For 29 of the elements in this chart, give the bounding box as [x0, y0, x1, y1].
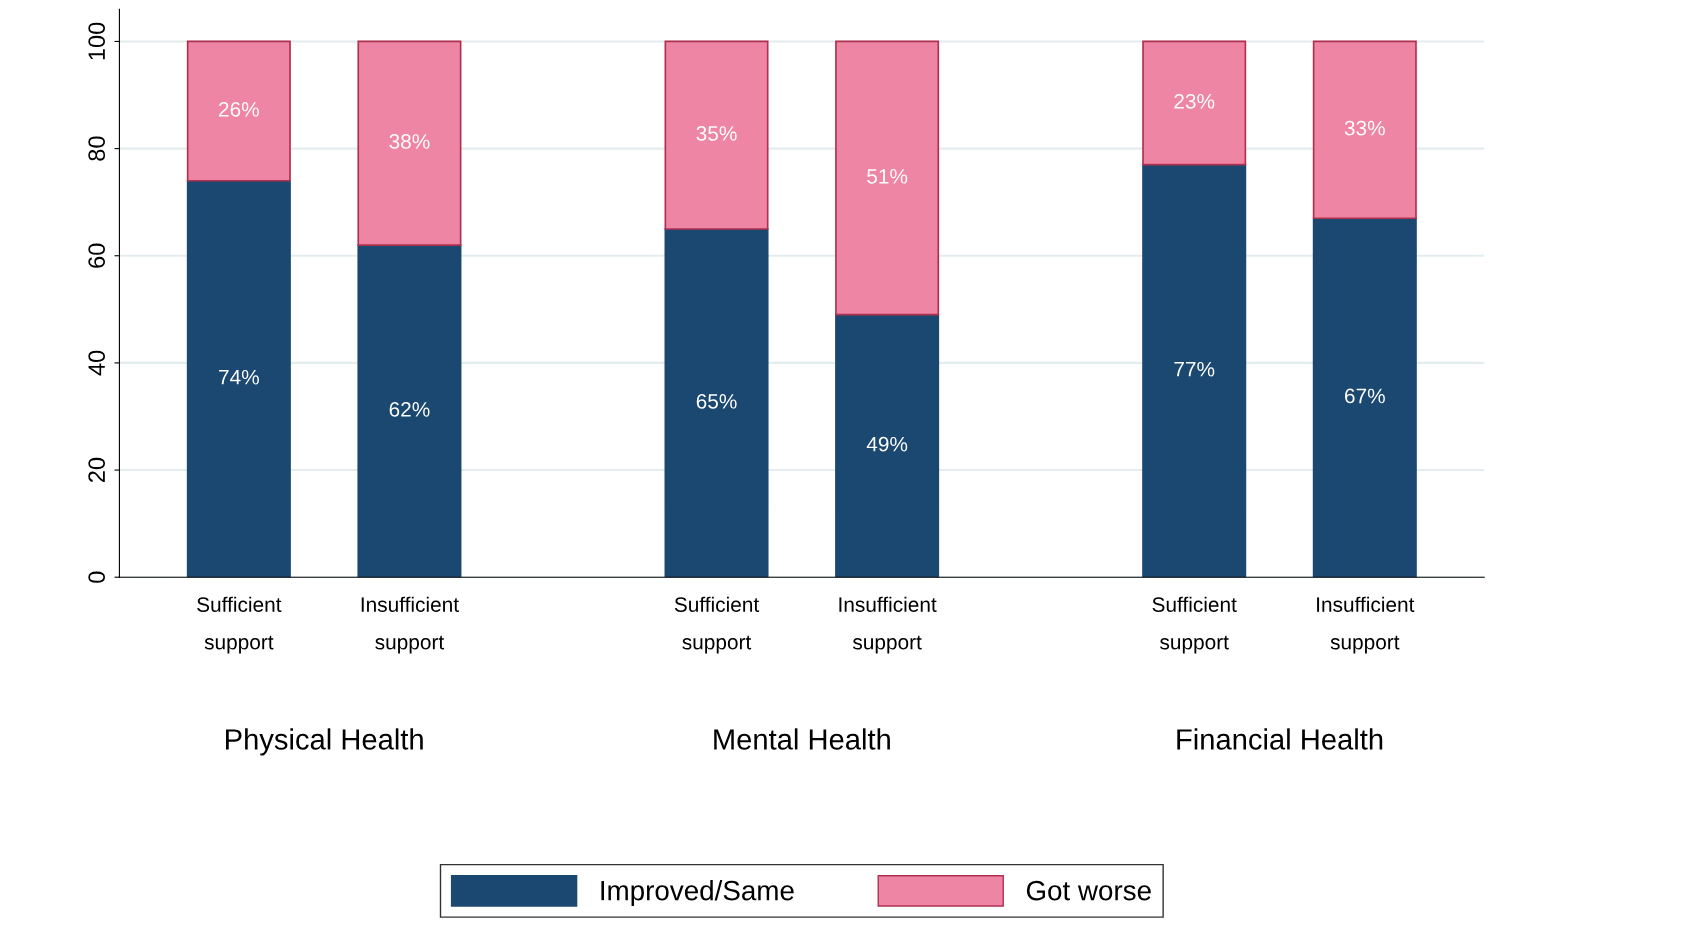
x-tick-label: Insufficient support [1317, 596, 1415, 654]
y-tick-label: 80 [88, 136, 106, 161]
x-tick-label: Insufficient support [361, 596, 459, 654]
text: Mental Health [714, 728, 890, 750]
y-tick-label: 60 [88, 243, 106, 268]
data-label: 51% [867, 169, 908, 184]
legend-label: Got worse [1026, 880, 1151, 901]
y-tick-label: 100 [88, 22, 106, 60]
data-label: 33% [1344, 120, 1385, 136]
data-label: 65% [696, 393, 737, 409]
data-label: 38% [389, 134, 430, 149]
x-tick-label: Sufficient support [197, 596, 282, 654]
data-label: 35% [696, 126, 737, 141]
y-tick-label: 40 [88, 350, 106, 376]
y-tick-label: 20 [88, 457, 106, 483]
data-label: 77% [1174, 361, 1215, 377]
data-label: 23% [1174, 93, 1215, 109]
text: Financial Health [1177, 728, 1383, 750]
data-label: 67% [1345, 388, 1385, 404]
text: Physical Health [226, 728, 423, 756]
data-label: 62% [389, 401, 430, 417]
data-label: 49% [866, 436, 908, 452]
x-tick-label: Sufficient support [674, 596, 760, 654]
data-label: 74% [219, 369, 259, 385]
x-tick-label: Sufficient support [1152, 596, 1237, 654]
legend-label: Improved/Same [601, 880, 794, 906]
y-tick-label: 0 [88, 571, 106, 583]
x-tick-label: Insufficient support [839, 596, 937, 654]
data-label: 26% [219, 101, 259, 117]
